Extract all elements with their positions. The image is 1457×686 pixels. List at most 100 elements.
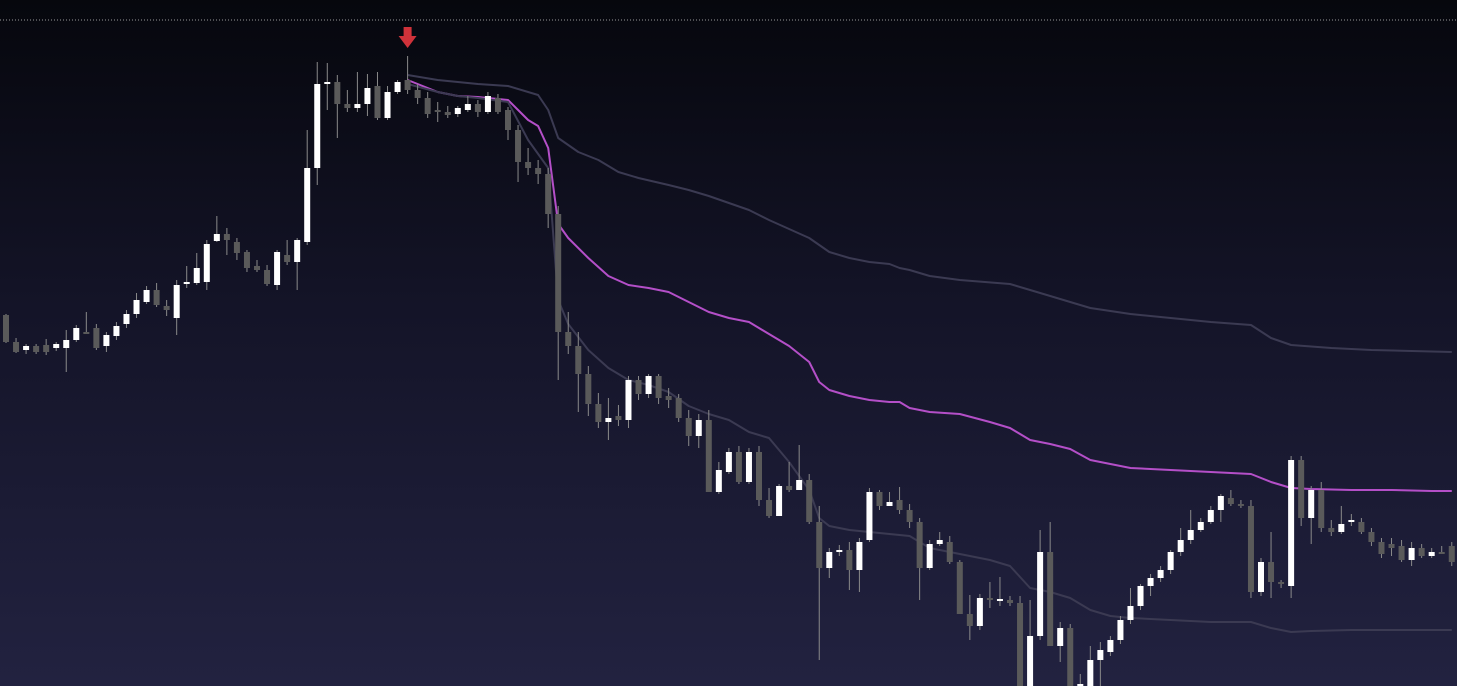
candles-group — [3, 56, 1455, 686]
candle — [1067, 624, 1074, 686]
candle — [766, 488, 773, 518]
candle — [575, 332, 582, 412]
candle-body-down — [3, 315, 9, 342]
candle-body-up — [826, 552, 833, 568]
candle — [153, 283, 160, 307]
candle-body-down — [1318, 490, 1325, 528]
candle-body-up — [1097, 650, 1104, 660]
candle-body-down — [1227, 498, 1234, 504]
candle — [133, 293, 140, 318]
candle — [284, 240, 291, 265]
candle — [786, 462, 793, 492]
candle — [725, 448, 732, 474]
candle — [1258, 558, 1264, 596]
candle-body-down — [635, 380, 642, 394]
candle-body-down — [1438, 552, 1445, 554]
candle-body-up — [856, 542, 863, 570]
candle — [605, 398, 612, 440]
candle-body-up — [1117, 620, 1124, 640]
candle — [1358, 518, 1365, 534]
candle-body-up — [886, 502, 893, 506]
candle — [474, 100, 481, 117]
candle — [1278, 580, 1285, 588]
candle-body-up — [1197, 522, 1204, 530]
candle-body-down — [946, 542, 953, 562]
candle-body-up — [715, 470, 722, 492]
candle — [1428, 548, 1435, 558]
candle — [1197, 518, 1204, 532]
candle-body-up — [384, 92, 391, 118]
candle — [464, 96, 471, 112]
candle-body-down — [756, 452, 762, 500]
candle — [1027, 600, 1034, 686]
candle-body-down — [1007, 600, 1013, 603]
candle — [294, 238, 301, 290]
candle-body-down — [424, 98, 431, 114]
candle — [806, 474, 813, 524]
candle-body-down — [1328, 528, 1335, 532]
candle-body-down — [243, 252, 250, 268]
candle-body-down — [404, 80, 411, 90]
candle-body-up — [625, 380, 632, 420]
candle — [735, 446, 742, 484]
candle — [1097, 642, 1104, 686]
candle-body-up — [123, 314, 130, 324]
candle-body-up — [364, 88, 371, 104]
candle-body-up — [776, 486, 783, 516]
candle-body-down — [565, 332, 572, 346]
candle — [695, 414, 702, 448]
candle-body-up — [133, 300, 140, 314]
candle-body-down — [1298, 460, 1305, 518]
candle-body-down — [956, 562, 963, 614]
candle — [1368, 528, 1375, 546]
candle-body-down — [735, 452, 742, 482]
candle-body-up — [394, 82, 401, 92]
candle — [304, 130, 311, 245]
candle-body-down — [966, 614, 973, 626]
candle — [73, 325, 80, 342]
candle — [1057, 622, 1064, 662]
candle — [1318, 482, 1325, 532]
candle-body-down — [1388, 544, 1395, 548]
candle-body-down — [1398, 546, 1405, 560]
candle-body-down — [535, 168, 542, 174]
candle-body-up — [454, 108, 461, 114]
candle — [13, 338, 20, 353]
candle — [334, 75, 341, 138]
candle — [1378, 538, 1385, 558]
candle — [1017, 596, 1024, 686]
candle-body-up — [1057, 628, 1064, 646]
candle — [846, 542, 853, 590]
candle — [1348, 514, 1355, 526]
candle-body-up — [1338, 524, 1345, 532]
candle — [1217, 494, 1224, 522]
candle — [1007, 596, 1013, 606]
candle-body-down — [1237, 504, 1244, 506]
candle — [103, 332, 110, 352]
candle-body-down — [1418, 548, 1425, 556]
candle-body-down — [555, 214, 562, 332]
candle-body-down — [806, 480, 813, 522]
candle — [936, 532, 943, 546]
candle-body-down — [515, 130, 522, 162]
candle-body-up — [294, 240, 301, 262]
candle-body-down — [1358, 522, 1365, 532]
candle-body-up — [304, 168, 311, 242]
candle — [1408, 542, 1415, 566]
candle-body-down — [675, 398, 682, 418]
candle-body-down — [846, 550, 853, 570]
candle-body-up — [1177, 540, 1184, 552]
candle-body-up — [324, 82, 331, 84]
candle — [163, 300, 170, 316]
candle-body-up — [183, 282, 190, 284]
candle-body-up — [1348, 520, 1355, 522]
candle — [1207, 506, 1214, 524]
candle — [796, 445, 803, 490]
candle-body-up — [63, 340, 70, 348]
candle — [1107, 636, 1114, 656]
candle — [424, 92, 431, 118]
candle-body-up — [53, 344, 60, 348]
candle-body-down — [1268, 562, 1275, 582]
candle-body-up — [605, 418, 612, 422]
